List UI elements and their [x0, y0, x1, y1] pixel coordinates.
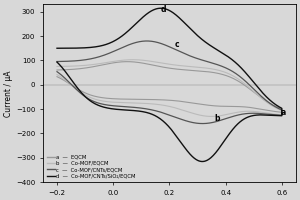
Text: d: d [161, 5, 167, 14]
Y-axis label: Current / μA: Current / μA [4, 70, 13, 117]
Text: b: b [214, 114, 220, 123]
Legend: a  —  EQCM, b  —  Co-MOF/EQCM, c  —  Co-MOF/CNTs/EQCM, d  —  Co-MOF/CNTs/SiO₂/EQ: a — EQCM, b — Co-MOF/EQCM, c — Co-MOF/CN… [46, 153, 137, 180]
Text: a: a [280, 108, 286, 117]
Text: c: c [175, 40, 180, 49]
